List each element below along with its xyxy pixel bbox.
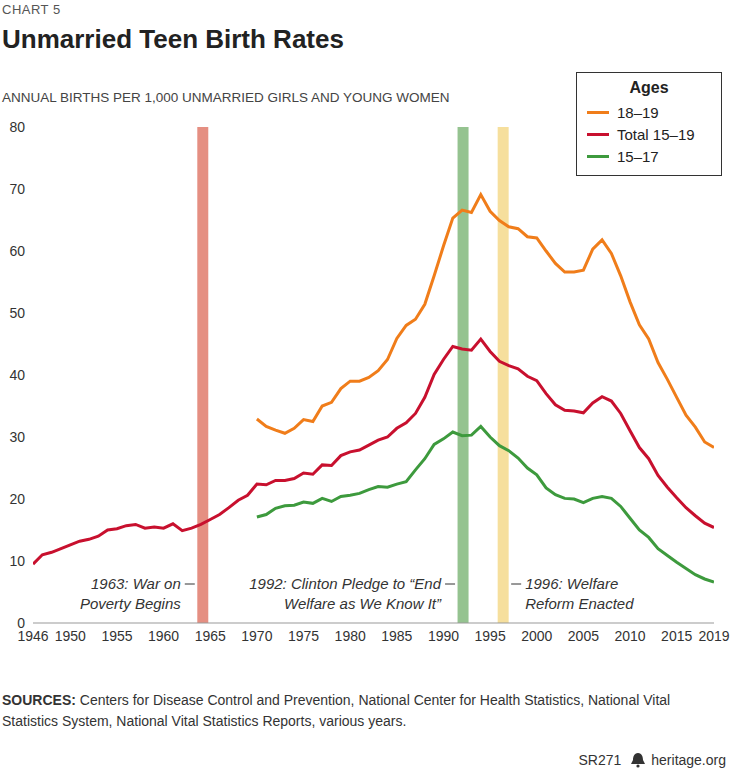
html-text:SOURCES: Centers for Disease C: SOURCES: Centers for Disease Control and… — [2, 692, 671, 729]
svg-text:2019: 2019 — [698, 628, 726, 644]
svg-text:1995: 1995 — [475, 628, 506, 644]
svg-text:1963: War on: 1963: War on — [91, 575, 181, 592]
svg-text:1970: 1970 — [241, 628, 272, 644]
html-text:heritage.org: heritage.org — [651, 752, 726, 768]
svg-text:2015: 2015 — [661, 628, 692, 644]
svg-text:10: 10 — [9, 553, 25, 569]
html-text:Total 15–19: Total 15–19 — [617, 125, 695, 143]
svg-text:1990: 1990 — [428, 628, 459, 644]
html-text:18–19: 18–19 — [617, 103, 659, 121]
html-text:Unmarried Teen Birth Rates: Unmarried Teen Birth Rates — [2, 24, 344, 54]
svg-text:30: 30 — [9, 429, 25, 445]
svg-text:1955: 1955 — [101, 628, 132, 644]
svg-text:60: 60 — [9, 243, 25, 259]
svg-text:20: 20 — [9, 491, 25, 507]
svg-text:Poverty Begins: Poverty Begins — [80, 595, 181, 612]
html-text:Ages: Ages — [629, 79, 669, 96]
svg-text:50: 50 — [9, 305, 25, 321]
svg-text:1996: Welfare: 1996: Welfare — [525, 575, 618, 592]
svg-text:1946: 1946 — [17, 627, 49, 644]
svg-text:1980: 1980 — [335, 628, 366, 644]
svg-text:1992: Clinton Pledge to “End: 1992: Clinton Pledge to “End — [249, 575, 441, 592]
svg-text:1960: 1960 — [148, 628, 179, 644]
svg-text:2005: 2005 — [568, 628, 599, 644]
html-text:15–17: 15–17 — [617, 147, 659, 165]
svg-text:0: 0 — [17, 615, 25, 631]
svg-text:2000: 2000 — [521, 628, 552, 644]
svg-text:1985: 1985 — [381, 628, 412, 644]
svg-text:1950: 1950 — [55, 628, 86, 644]
html-text:SR271: SR271 — [578, 752, 622, 768]
svg-text:2010: 2010 — [614, 628, 645, 644]
svg-text:40: 40 — [9, 367, 25, 383]
svg-text:Reform Enacted: Reform Enacted — [525, 595, 634, 612]
html-text:CHART 5: CHART 5 — [2, 2, 61, 17]
svg-text:80: 80 — [9, 119, 25, 135]
html-text:ANNUAL BIRTHS PER 1,000 UNMARR: ANNUAL BIRTHS PER 1,000 UNMARRIED GIRLS … — [2, 90, 450, 105]
svg-text:1975: 1975 — [288, 628, 319, 644]
svg-text:Welfare as We Know It”: Welfare as We Know It” — [284, 595, 442, 612]
svg-text:70: 70 — [9, 181, 25, 197]
svg-text:1965: 1965 — [195, 628, 226, 644]
